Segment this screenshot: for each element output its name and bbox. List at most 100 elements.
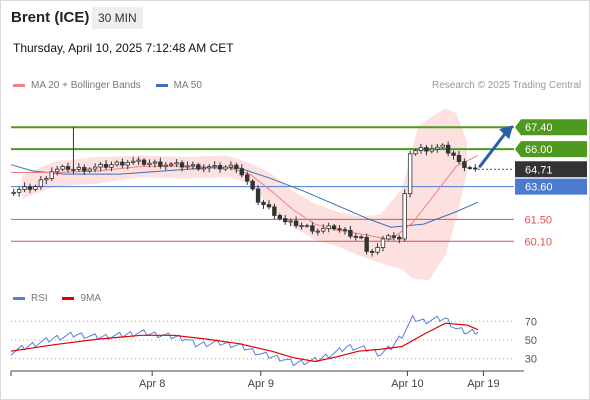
- candle-body: [82, 167, 87, 172]
- candle: [348, 225, 353, 239]
- candle-body: [92, 166, 98, 170]
- candle-body: [342, 229, 348, 231]
- candle: [168, 162, 174, 167]
- candle-body: [407, 153, 413, 195]
- resistance-label-67.40: 67.40: [525, 122, 553, 134]
- candle-body: [348, 229, 353, 237]
- candle-body: [440, 144, 445, 148]
- rsi-ma-swatch: [62, 297, 75, 300]
- ma20-legend-label: MA 20 + Bollinger Bands: [31, 80, 141, 91]
- candle: [38, 176, 44, 190]
- price-legend: MA 20 + Bollinger Bands MA 50: [13, 80, 202, 91]
- candle-body: [179, 162, 185, 168]
- candle-body: [120, 161, 125, 166]
- support-label-60.10: 60.10: [524, 236, 552, 248]
- candle-body: [337, 228, 342, 231]
- candle: [304, 223, 310, 228]
- candle: [185, 161, 190, 170]
- candle: [310, 221, 315, 235]
- candle: [467, 165, 473, 170]
- rsi-ma-legend-label: 9MA: [80, 293, 102, 304]
- candle-body: [11, 191, 16, 194]
- candle-body: [190, 164, 196, 167]
- candle: [245, 171, 250, 185]
- pivot-tag-63.60: [515, 178, 587, 195]
- candle: [16, 187, 22, 197]
- ma50-line: [10, 164, 479, 228]
- candle: [76, 163, 82, 172]
- candle-body: [250, 180, 255, 190]
- candle-body: [130, 160, 136, 163]
- candle-body: [315, 230, 321, 233]
- candle-body: [255, 188, 261, 203]
- candle-body: [16, 189, 22, 193]
- candle: [120, 158, 125, 169]
- instrument-title: Brent (ICE): [11, 9, 90, 26]
- rsi-tick-label: 70: [525, 316, 537, 328]
- candle-body: [293, 220, 299, 227]
- candle-body: [217, 165, 223, 170]
- time-tick-label: Apr 10: [391, 378, 423, 390]
- candle-body: [304, 225, 310, 228]
- time-tick-label: Apr 9: [248, 378, 274, 390]
- candle-body: [234, 164, 239, 170]
- candle: [136, 156, 141, 165]
- candle-body: [451, 152, 456, 156]
- candle: [44, 176, 49, 185]
- candle: [380, 235, 386, 252]
- candle-body: [310, 225, 315, 232]
- candle-body: [456, 154, 462, 163]
- candle-body: [22, 186, 27, 190]
- rsi-panel: 70 50 30: [10, 314, 537, 367]
- candle: [353, 233, 359, 241]
- rsi-tick-label: 50: [525, 335, 537, 347]
- candle: [424, 145, 429, 156]
- candle-body: [418, 147, 424, 152]
- timeframe-badge[interactable]: 30 MIN: [92, 7, 143, 29]
- candle: [321, 224, 326, 234]
- candle: [261, 199, 266, 209]
- candle-body: [27, 186, 33, 190]
- candle: [429, 144, 435, 154]
- candle: [418, 143, 424, 154]
- candle: [326, 222, 331, 233]
- candle-body: [261, 201, 266, 205]
- candle: [223, 165, 228, 171]
- candle-body: [413, 150, 418, 155]
- candle-body: [283, 218, 288, 223]
- candle: [391, 232, 397, 241]
- candle-body: [462, 161, 467, 168]
- candle: [125, 159, 130, 170]
- time-tick-label: Apr 8: [139, 378, 165, 390]
- candle: [196, 162, 201, 171]
- candle-body: [136, 159, 141, 162]
- candle-body: [98, 164, 103, 168]
- last-label-64.71: 64.71: [525, 164, 553, 176]
- candle: [87, 167, 92, 173]
- candle: [337, 225, 342, 233]
- bollinger-band-layer: [21, 108, 468, 281]
- ma50-swatch: [155, 84, 168, 87]
- candle: [445, 141, 451, 157]
- candle: [369, 248, 375, 257]
- ma20-line: [11, 154, 479, 241]
- candle: [272, 203, 277, 220]
- resistance-tag-66.00: [515, 141, 587, 158]
- candle: [315, 228, 321, 236]
- bollinger-band: [21, 108, 468, 281]
- candle-body: [158, 161, 163, 167]
- candle-body: [114, 161, 120, 166]
- candle: [435, 144, 440, 153]
- candle: [92, 163, 98, 173]
- candle-body: [277, 215, 282, 220]
- candle: [266, 200, 272, 210]
- candle: [331, 224, 337, 231]
- candle-body: [103, 164, 109, 168]
- rsi-swatch: [13, 297, 25, 300]
- candle-body: [429, 148, 435, 152]
- candle: [201, 164, 206, 173]
- forecast-arrow-shaft: [478, 130, 508, 168]
- time-axis: Apr 8 Apr 9 Apr 10 Apr 19: [10, 370, 524, 390]
- candle-body: [223, 166, 228, 170]
- candle: [217, 162, 223, 173]
